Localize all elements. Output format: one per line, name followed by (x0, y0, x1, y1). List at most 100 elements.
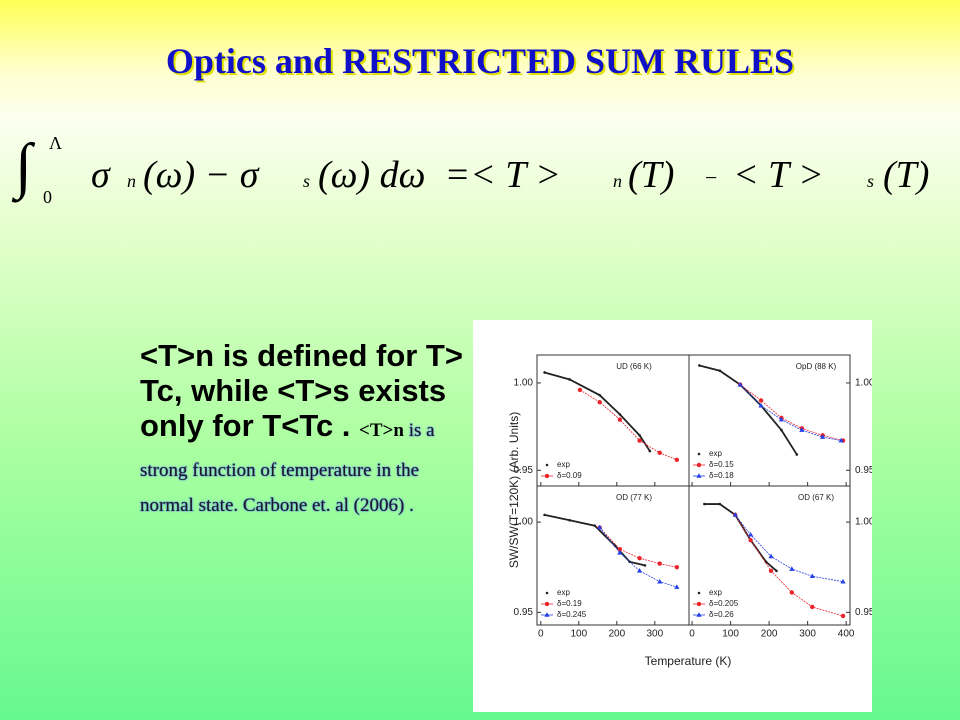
data-point (737, 381, 743, 387)
lower-limit: 0 (43, 187, 52, 207)
data-point (789, 590, 795, 595)
data-point (637, 556, 642, 561)
panel-title: OD (77 K) (616, 493, 652, 502)
x-tick-label: 100 (722, 629, 739, 640)
bullet: <T>n is defined for T> Tc, while <T>s ex… (120, 338, 470, 518)
data-point (674, 565, 680, 570)
x-tick-label: 100 (570, 629, 587, 640)
legend-marker (544, 473, 550, 479)
legend-label: δ=0.26 (709, 610, 734, 619)
data-point (648, 449, 652, 453)
minus: − (705, 165, 718, 190)
data-point (543, 371, 546, 374)
data-point (657, 450, 662, 456)
legend-marker (696, 612, 702, 617)
data-point (597, 399, 602, 405)
data-point (768, 568, 774, 574)
series-line (739, 384, 842, 441)
bullet-tag: <T>n (359, 420, 404, 441)
data-point (568, 518, 571, 522)
legend-label: exp (557, 460, 570, 469)
legend-marker (697, 591, 701, 595)
data-point (703, 502, 706, 506)
x-tick-label: 0 (689, 629, 695, 640)
data-point (698, 364, 701, 367)
series-line (699, 364, 798, 456)
data-point (840, 613, 846, 619)
data-point (617, 417, 623, 422)
data-point (718, 369, 722, 373)
x-tick-label: 300 (646, 629, 663, 640)
y-tick-label: 0.95 (855, 607, 872, 618)
figure: Temperature (K) SW/SW(T=120K) (Arb. Unit… (473, 320, 872, 712)
data-point (768, 553, 774, 559)
data-point (674, 584, 680, 589)
legend-marker (544, 601, 550, 607)
data-point (657, 561, 662, 566)
x-tick-label: 400 (838, 629, 855, 640)
data-point (795, 453, 799, 456)
figure-background (473, 320, 872, 712)
legend-label: exp (557, 588, 570, 597)
data-point (617, 546, 623, 552)
legend-label: δ=0.15 (709, 460, 734, 469)
data-point (618, 413, 622, 416)
data-point (638, 434, 641, 437)
data-point (820, 434, 826, 439)
series-line (599, 527, 677, 588)
data-point (577, 387, 583, 393)
subscript: s (303, 171, 311, 191)
legend-marker (544, 612, 550, 617)
y-tick-label: 1.00 (514, 517, 534, 528)
panel-title: OD (67 K) (798, 493, 834, 502)
data-point (748, 537, 753, 543)
sigma: σ (91, 154, 110, 196)
data-point (789, 566, 795, 571)
data-point (748, 531, 754, 537)
panel-title: UD (66 K) (616, 362, 652, 371)
legend-marker (696, 462, 702, 468)
upper-limit: Λ (49, 133, 63, 153)
data-point (840, 578, 846, 584)
legend-label: exp (709, 588, 722, 597)
x-tick-label: 0 (538, 629, 544, 640)
y-tick-label: 0.95 (514, 465, 534, 476)
data-point (674, 457, 680, 462)
legend-marker (697, 452, 701, 456)
subscript: s (867, 171, 875, 191)
y-tick-label: 0.95 (855, 465, 872, 476)
series-line (734, 514, 844, 617)
data-point (758, 402, 764, 408)
data-point (780, 428, 783, 432)
equation-term: (T) (883, 154, 930, 196)
data-point (598, 393, 601, 397)
x-tick-label: 300 (799, 629, 816, 640)
data-point (838, 437, 844, 443)
data-point (617, 549, 623, 555)
series-line (544, 371, 651, 452)
data-point (613, 544, 617, 547)
series-line (579, 389, 677, 461)
subscript: n (127, 171, 136, 191)
series-line (704, 503, 778, 572)
data-point (643, 564, 647, 567)
series-line (544, 514, 646, 567)
slide-title: Optics and RESTRICTED SUM RULES (165, 41, 795, 81)
y-tick-label: 1.00 (514, 378, 534, 389)
legend-label: δ=0.19 (557, 599, 582, 608)
data-point (593, 524, 597, 528)
legend-label: δ=0.18 (709, 471, 734, 480)
data-point (810, 604, 815, 610)
legend-label: δ=0.205 (709, 599, 739, 608)
data-point (637, 438, 642, 443)
data-point (758, 398, 764, 403)
legend-label: exp (709, 449, 722, 458)
data-point (778, 416, 785, 422)
panel-title: OpD (88 K) (796, 362, 837, 371)
bullet-main: <T>n is defined for T> Tc, while <T>s ex… (140, 338, 463, 443)
bullet-note: is a strong function of temperature in t… (140, 420, 435, 516)
legend-label: δ=0.245 (557, 610, 587, 619)
legend-label: δ=0.09 (557, 471, 582, 480)
equation-term: (ω) dω =< T > (318, 154, 561, 196)
